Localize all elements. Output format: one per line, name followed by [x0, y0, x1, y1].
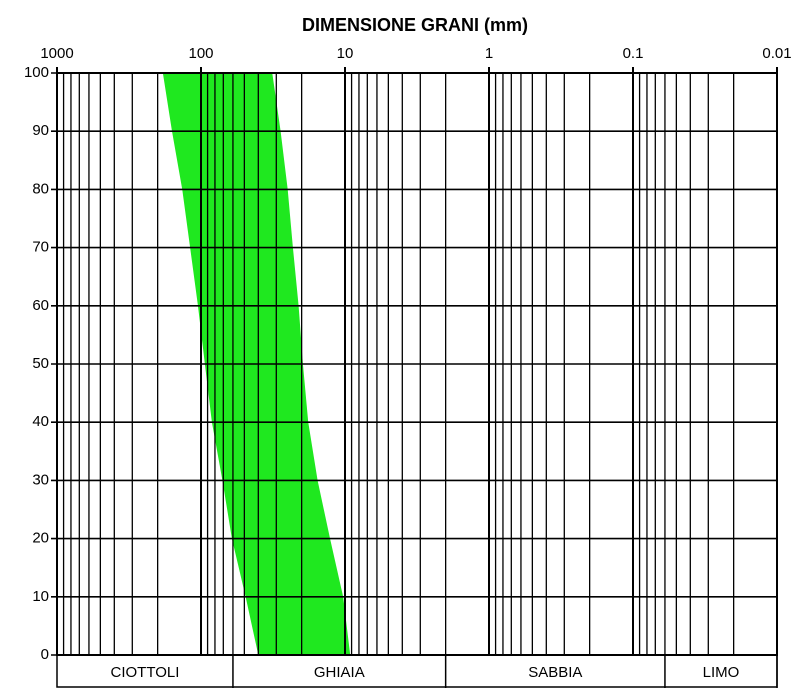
y-tick-label: 10 [32, 588, 49, 605]
band-label: GHIAIA [314, 664, 365, 681]
x-tick-label: 10 [337, 45, 354, 62]
y-tick-label: 60 [32, 297, 49, 314]
y-tick-label: 90 [32, 122, 49, 139]
y-tick-label: 70 [32, 239, 49, 256]
y-tick-label: 40 [32, 413, 49, 430]
x-tick-label: 1000 [40, 45, 73, 62]
y-tick-label: 20 [32, 530, 49, 547]
x-tick-label: 100 [188, 45, 213, 62]
y-tick-label: 100 [24, 64, 49, 81]
x-tick-label: 0.01 [762, 45, 791, 62]
y-tick-label: 50 [32, 355, 49, 372]
x-tick-label: 1 [485, 45, 493, 62]
y-tick-label: 30 [32, 471, 49, 488]
x-tick-label: 0.1 [623, 45, 644, 62]
chart-title: DIMENSIONE GRANI (mm) [302, 15, 528, 35]
band-label: CIOTTOLI [111, 664, 180, 681]
y-tick-label: 80 [32, 180, 49, 197]
y-tick-label: 0 [41, 646, 49, 663]
band-label: SABBIA [528, 664, 582, 681]
band-label: LIMO [703, 664, 740, 681]
